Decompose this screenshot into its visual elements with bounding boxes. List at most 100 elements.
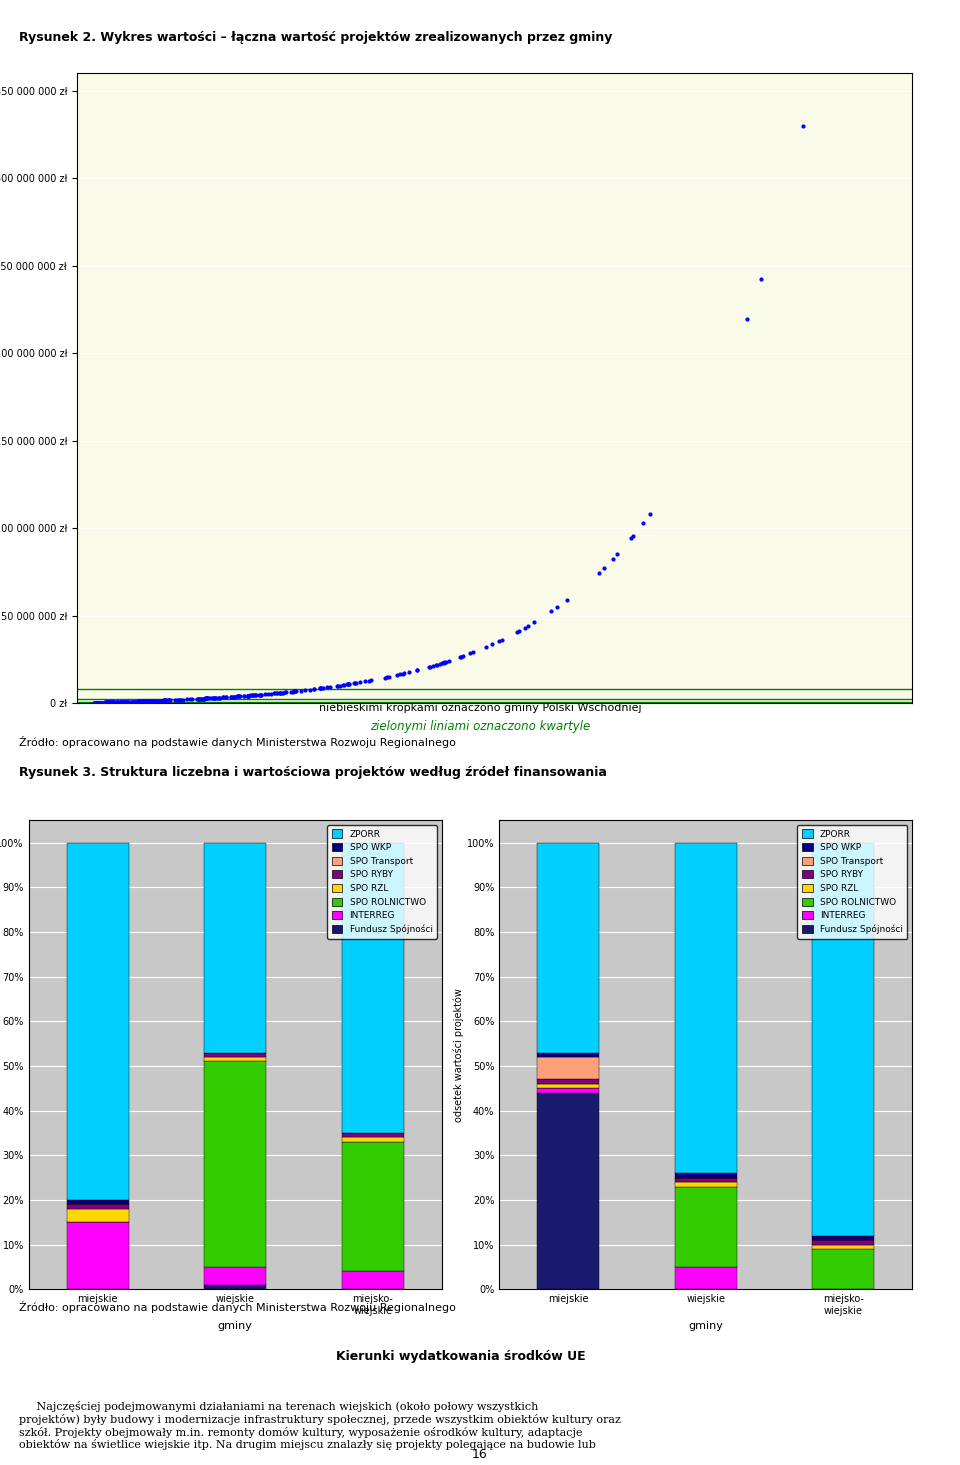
Point	[191, 687, 206, 711]
Point	[139, 690, 155, 713]
Point	[610, 542, 625, 565]
Point	[145, 689, 160, 712]
Point	[100, 690, 115, 713]
Point	[596, 557, 612, 580]
Point	[213, 686, 228, 709]
Point	[294, 678, 309, 702]
Point	[154, 689, 169, 712]
Point	[240, 684, 255, 708]
Point	[364, 668, 379, 691]
Bar	[204, 842, 266, 1052]
Bar	[675, 842, 736, 1173]
Point	[192, 687, 207, 711]
Point	[313, 677, 328, 700]
Point	[273, 681, 288, 705]
Point	[273, 681, 288, 705]
Point	[517, 615, 533, 639]
Point	[341, 672, 356, 696]
Point	[146, 689, 161, 712]
Point	[113, 690, 129, 713]
Point	[270, 681, 285, 705]
Point	[273, 681, 288, 705]
Point	[210, 686, 226, 709]
Point	[252, 683, 267, 706]
Point	[379, 665, 395, 689]
Point	[145, 689, 160, 712]
Point	[230, 684, 246, 708]
Point	[392, 662, 407, 686]
Point	[91, 691, 107, 715]
Point	[276, 681, 291, 705]
Point	[278, 681, 294, 705]
Point	[189, 687, 204, 711]
Point	[796, 114, 811, 138]
Bar	[204, 1062, 266, 1267]
Point	[510, 620, 525, 643]
Point	[396, 662, 411, 686]
Point	[605, 548, 620, 571]
Legend: ZPORR, SPO WKP, SPO Transport, SPO RYBY, SPO RZL, SPO ROLNICTWO, INTERREG, Fundu: ZPORR, SPO WKP, SPO Transport, SPO RYBY,…	[798, 825, 907, 939]
Point	[433, 652, 448, 675]
Point	[98, 691, 113, 715]
Point	[248, 683, 263, 706]
Point	[91, 691, 107, 715]
Point	[466, 640, 481, 664]
Point	[91, 691, 107, 715]
Point	[195, 687, 210, 711]
Point	[211, 686, 227, 709]
Point	[132, 690, 147, 713]
Point	[193, 687, 208, 711]
Point	[128, 690, 143, 713]
Bar	[204, 1267, 266, 1285]
Point	[156, 689, 172, 712]
Point	[277, 681, 293, 705]
Point	[126, 690, 141, 713]
Point	[314, 677, 329, 700]
Point	[87, 691, 103, 715]
Point	[348, 671, 364, 694]
Point	[132, 690, 147, 713]
Point	[133, 690, 149, 713]
Point	[224, 686, 239, 709]
Point	[139, 690, 155, 713]
Point	[134, 690, 150, 713]
Point	[118, 690, 133, 713]
Point	[494, 628, 510, 652]
Point	[227, 686, 242, 709]
Point	[240, 684, 255, 708]
Point	[92, 691, 108, 715]
Point	[126, 690, 141, 713]
Bar	[537, 1058, 599, 1080]
Point	[150, 689, 165, 712]
Point	[88, 691, 104, 715]
Point	[158, 689, 174, 712]
Point	[109, 690, 125, 713]
Point	[348, 671, 363, 694]
Point	[421, 655, 437, 678]
Point	[114, 690, 130, 713]
Point	[224, 686, 239, 709]
Point	[102, 690, 117, 713]
Point	[218, 686, 233, 709]
Text: 16: 16	[472, 1447, 488, 1461]
Point	[236, 684, 252, 708]
Point	[103, 690, 118, 713]
Point	[455, 645, 470, 668]
Point	[112, 690, 128, 713]
Point	[329, 674, 345, 697]
Point	[206, 686, 222, 709]
Text: Źródło: opracowano na podstawie danych Ministerstwa Rozwoju Regionalnego: Źródło: opracowano na podstawie danych M…	[19, 1301, 456, 1313]
Point	[102, 690, 117, 713]
Point	[138, 690, 154, 713]
Point	[104, 690, 119, 713]
Point	[136, 690, 152, 713]
Point	[330, 674, 346, 697]
X-axis label: gminy: gminy	[688, 1321, 723, 1332]
Point	[199, 687, 214, 711]
Bar	[537, 1088, 599, 1093]
Point	[136, 690, 152, 713]
Point	[289, 680, 304, 703]
Point	[172, 689, 187, 712]
Point	[156, 689, 171, 712]
Point	[193, 687, 208, 711]
